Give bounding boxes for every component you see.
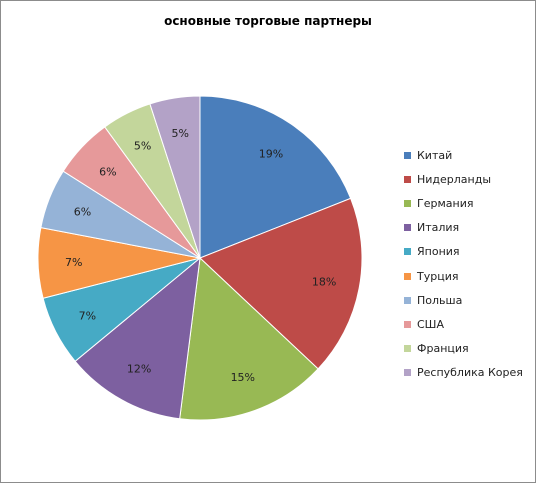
- pie-slice: [199, 95, 352, 259]
- pie-slice: [199, 197, 363, 370]
- legend-swatch: [404, 224, 411, 232]
- legend-label: Республика Корея: [417, 366, 523, 380]
- legend-item: Турция: [404, 264, 534, 288]
- legend: Китай Нидерланды Германия Италия Япония Турци…: [404, 143, 534, 385]
- data-label: 18%: [312, 276, 336, 289]
- legend-label: Германия: [417, 196, 474, 210]
- legend-swatch: [404, 175, 411, 183]
- legend-label: Франция: [417, 342, 469, 356]
- pie-slice: [149, 95, 201, 259]
- legend-item: Нидерланды: [404, 167, 534, 191]
- pie-slice: [74, 256, 201, 420]
- legend-swatch: [404, 296, 411, 304]
- legend-label: Китай: [417, 148, 453, 162]
- legend-label: Польша: [417, 293, 463, 307]
- data-label: 5%: [172, 127, 189, 140]
- legend-swatch: [404, 369, 411, 377]
- legend-label: Италия: [417, 221, 460, 235]
- data-label: 15%: [231, 371, 255, 384]
- legend-item: Италия: [404, 216, 534, 240]
- legend-item: Германия: [404, 191, 534, 215]
- legend-item: США: [404, 312, 534, 336]
- legend-item: Франция: [404, 337, 534, 361]
- chart-title: основные торговые партнеры: [164, 14, 372, 28]
- pie-slice: [179, 256, 319, 421]
- legend-label: Турция: [417, 269, 459, 283]
- data-label: 5%: [134, 139, 151, 152]
- legend-item: Республика Корея: [404, 361, 534, 385]
- data-label: 6%: [74, 205, 91, 218]
- legend-label: США: [417, 317, 444, 331]
- legend-swatch: [404, 345, 411, 353]
- legend-swatch: [404, 151, 411, 159]
- legend-swatch: [404, 272, 411, 280]
- data-label: 7%: [79, 309, 96, 322]
- legend-item: Китай: [404, 143, 534, 167]
- data-label: 12%: [127, 363, 151, 376]
- legend-swatch: [404, 199, 411, 207]
- legend-label: Нидерланды: [417, 172, 492, 186]
- data-label: 7%: [65, 256, 82, 269]
- legend-swatch: [404, 320, 411, 328]
- data-label: 19%: [259, 147, 283, 160]
- legend-swatch: [404, 248, 411, 256]
- legend-label: Япония: [417, 245, 460, 259]
- legend-item: Япония: [404, 240, 534, 264]
- legend-item: Польша: [404, 288, 534, 312]
- data-label: 6%: [99, 166, 116, 179]
